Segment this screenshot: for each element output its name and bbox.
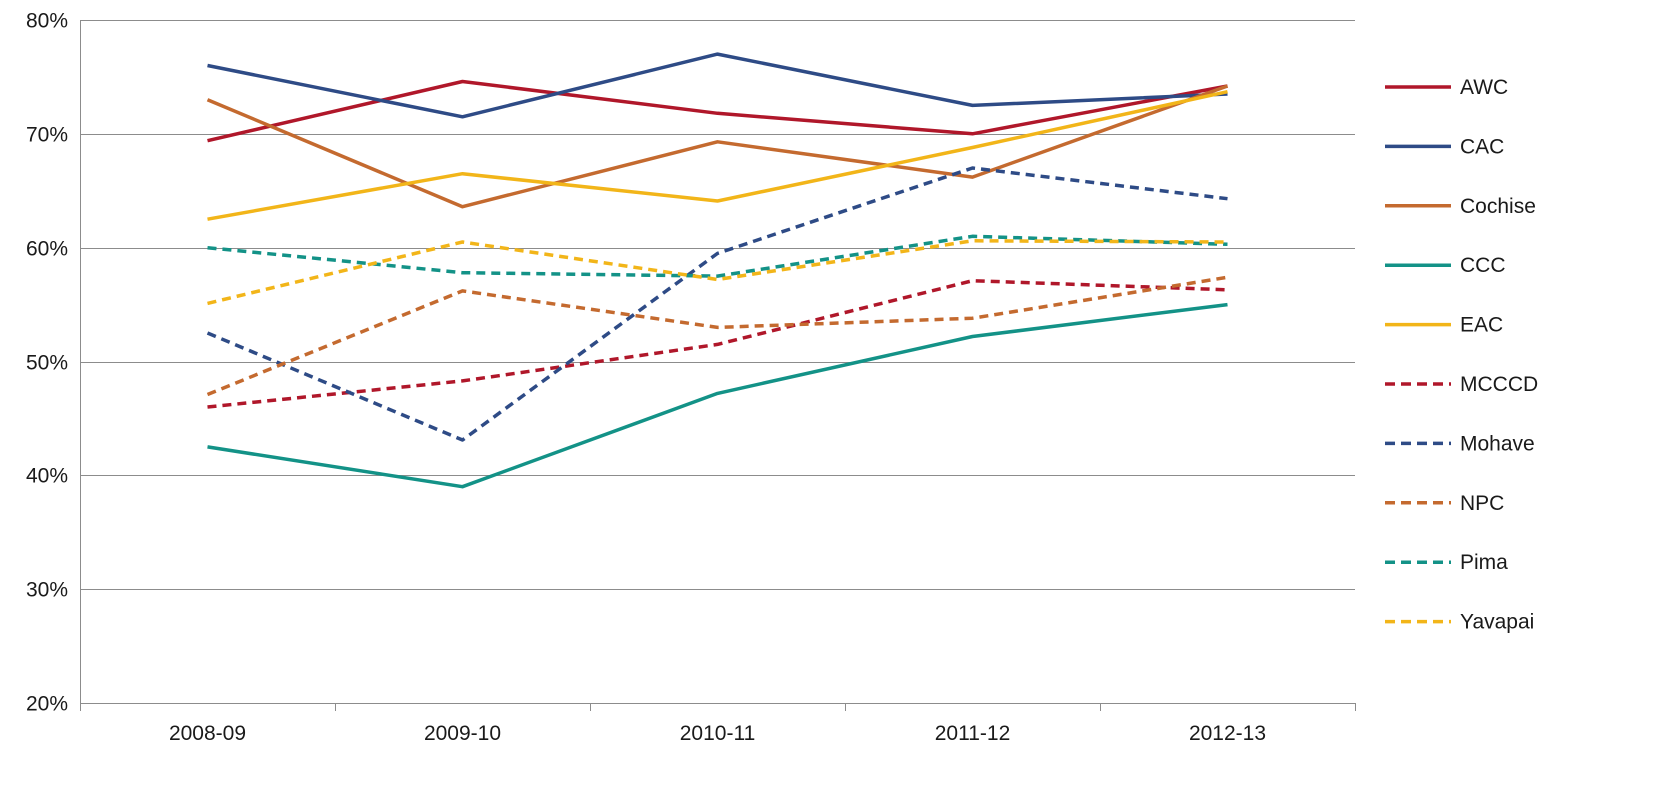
y-tick-label: 20% <box>26 693 68 716</box>
y-tick-label: 70% <box>26 124 68 147</box>
y-tick-label: 60% <box>26 238 68 261</box>
legend: AWC CAC Cochise CCC EAC MCCCD Mohave NPC Pima Yav… <box>1385 76 1538 634</box>
series-line-ccc <box>207 302 1228 489</box>
legend-label-cochise: Cochise <box>1460 195 1536 218</box>
series-line-yavapai <box>207 239 1228 306</box>
axes: 20% 30% 40% 50% 60% 70% 80% 2008-09 2009-10 2010-… <box>26 10 1356 745</box>
legend-label-mohave: Mohave <box>1460 432 1535 455</box>
series-line-awc <box>207 79 1228 143</box>
legend-label-yavapai: Yavapai <box>1460 611 1534 634</box>
series-line-cochise <box>206 84 1229 209</box>
series-line-eac <box>207 89 1228 221</box>
legend-label-npc: NPC <box>1460 492 1504 515</box>
series-line-npc <box>206 275 1228 397</box>
series-line-cac <box>207 52 1228 119</box>
y-tick-label: 40% <box>26 465 68 488</box>
legend-label-awc: AWC <box>1460 76 1508 99</box>
y-tick-label: 80% <box>26 10 68 33</box>
legend-label-cac: CAC <box>1460 135 1504 158</box>
legend-label-mcccd: MCCCD <box>1460 373 1538 396</box>
series-line-mohave <box>206 166 1228 442</box>
legend-label-eac: EAC <box>1460 314 1503 337</box>
data-series <box>206 52 1229 489</box>
x-tick-label: 2012-13 <box>1189 722 1266 745</box>
y-tick-label: 30% <box>26 579 68 602</box>
y-tick-label: 50% <box>26 352 68 375</box>
x-tick-label: 2009-10 <box>424 722 501 745</box>
series-line-pima <box>207 234 1228 278</box>
series-line-mcccd <box>207 278 1228 409</box>
legend-label-pima: Pima <box>1460 551 1508 574</box>
x-tick-label: 2011-12 <box>935 722 1011 745</box>
legend-label-ccc: CCC <box>1460 254 1506 277</box>
x-tick-label: 2010-11 <box>680 722 756 745</box>
x-tick-label: 2008-09 <box>169 722 246 745</box>
